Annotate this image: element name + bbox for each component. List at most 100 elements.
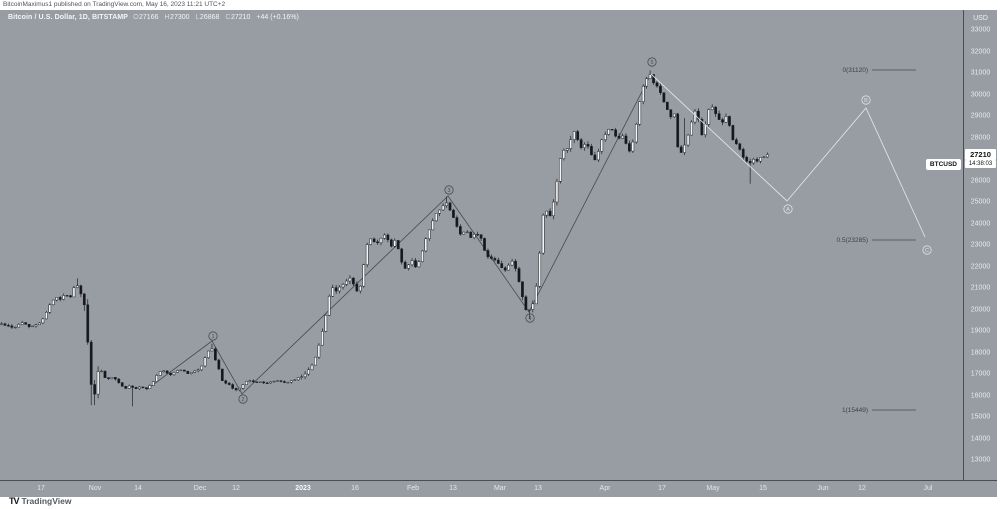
candle-down — [141, 386, 145, 389]
wave-label-text-B: B — [864, 98, 868, 104]
candle-up — [427, 229, 431, 239]
candle-up — [245, 381, 248, 385]
wave-label-circle-B[interactable] — [861, 95, 871, 105]
price-tick-label: 22000 — [970, 263, 991, 270]
candle-down — [455, 217, 459, 227]
chart-legend[interactable]: Bitcoin / U.S. Dollar, 1D, BITSTAMP O271… — [8, 14, 299, 21]
wave-label-circle-4[interactable] — [525, 313, 535, 323]
candle-up — [34, 324, 38, 327]
wave-label-circle-3[interactable] — [444, 185, 454, 195]
candle-up — [407, 264, 410, 269]
candle-up — [314, 356, 317, 366]
candle-up — [321, 331, 324, 346]
wave-label-circle-C[interactable] — [922, 245, 932, 255]
abc-projection-line[interactable] — [650, 73, 926, 238]
time-tick-label: 16 — [351, 485, 359, 492]
candle-up — [672, 113, 676, 118]
candle-down — [24, 322, 27, 325]
wave-label-text-C: C — [925, 248, 929, 254]
last-price-symbol-tag: BTCUSD — [925, 158, 961, 170]
candle-down — [124, 386, 128, 389]
publish-line: BitcoinMaximus1 published on TradingView… — [3, 1, 226, 8]
candle-up — [648, 74, 652, 79]
candle-up — [100, 370, 103, 373]
candle-up — [151, 381, 155, 386]
candle-up — [72, 287, 76, 298]
time-tick-label: 17 — [37, 485, 45, 492]
candle-up — [48, 304, 52, 313]
candle-down — [610, 129, 614, 131]
elliott-impulse-trendline[interactable] — [145, 73, 652, 395]
price-chart-canvas[interactable]: 0(31120) 0.5(23285) 1(15449) 1 2 3 4 5 A B C — [0, 10, 963, 480]
candle-up — [200, 365, 203, 371]
candle-down — [479, 234, 483, 239]
candle-up — [331, 287, 335, 297]
price-tick-label: 17000 — [970, 370, 991, 378]
candle-down — [745, 157, 749, 162]
candle-down — [3, 323, 7, 326]
candle-up — [724, 116, 728, 123]
price-tick-label: 24000 — [970, 220, 991, 227]
candle-up — [300, 376, 303, 378]
candle-down — [183, 369, 186, 372]
candle-up — [293, 379, 297, 381]
candle-down — [117, 378, 121, 383]
wave-label-circle-5[interactable] — [647, 57, 657, 67]
time-tick-label: 12 — [232, 485, 240, 492]
candle-up — [276, 380, 279, 382]
candle-up — [155, 375, 159, 382]
candle-up — [172, 372, 176, 376]
candle-down — [165, 370, 169, 374]
candle-up — [324, 315, 328, 332]
candle-up — [410, 260, 414, 266]
tradingview-logo-text: TradingView — [21, 496, 72, 506]
candle-down — [414, 260, 417, 268]
time-axis[interactable]: 17 Nov 14 Dec 12 2023 16 Feb 13 Mar 13 Apr 17 May 15 Ju… — [0, 480, 997, 498]
time-tick-label: 15 — [759, 485, 767, 492]
candle-down — [220, 368, 224, 381]
price-tick-label: 33000 — [970, 26, 991, 34]
wave-label-circle-A[interactable] — [783, 204, 793, 214]
candle-down — [662, 92, 666, 103]
candle-up — [341, 284, 345, 288]
candle-up — [210, 348, 214, 352]
price-axis[interactable]: USD 27210 14:38:03 33000 32000 31000 30000 2… — [964, 10, 997, 480]
candle-up — [634, 123, 638, 143]
wave-label-circle-1[interactable] — [208, 331, 218, 341]
candle-up — [552, 201, 555, 217]
wave-label-text-A: A — [786, 207, 790, 213]
candle-down — [352, 277, 355, 285]
candle-up — [289, 380, 293, 383]
candle-down — [728, 116, 731, 126]
candle-up — [41, 318, 45, 324]
candle-down — [10, 325, 14, 328]
wave-label-circle-2[interactable] — [238, 394, 248, 404]
candle-down — [224, 380, 228, 384]
candle-up — [686, 134, 690, 146]
candle-down — [186, 370, 190, 374]
candle-up — [465, 231, 469, 234]
time-tick-label: 14 — [134, 485, 142, 492]
candle-down — [697, 110, 700, 120]
candle-down — [496, 259, 500, 264]
candle-down — [666, 101, 669, 110]
candle-up — [445, 202, 448, 206]
open-value: 27166 — [139, 14, 159, 21]
legend-symbol-title[interactable]: Bitcoin / U.S. Dollar, 1D, BITSTAMP — [8, 14, 129, 21]
candle-up — [365, 244, 369, 265]
candle-up — [766, 154, 769, 158]
candle-up — [158, 371, 162, 376]
candle-up — [683, 144, 686, 153]
tradingview-logo[interactable]: TV TradingView — [9, 496, 71, 506]
candle-down — [548, 210, 552, 217]
close-label: C — [225, 14, 231, 21]
chart-plot-area[interactable]: 0(31120) 0.5(23285) 1(15449) 1 2 3 4 5 A B C Bitco… — [0, 10, 964, 480]
candle-up — [572, 131, 576, 140]
candle-up — [338, 286, 341, 292]
candle-down — [131, 385, 134, 388]
candle-up — [148, 385, 152, 389]
candle-down — [721, 119, 724, 123]
candle-down — [79, 285, 83, 295]
footer-bar: TV TradingView — [0, 496, 1000, 509]
candle-up — [638, 101, 642, 125]
